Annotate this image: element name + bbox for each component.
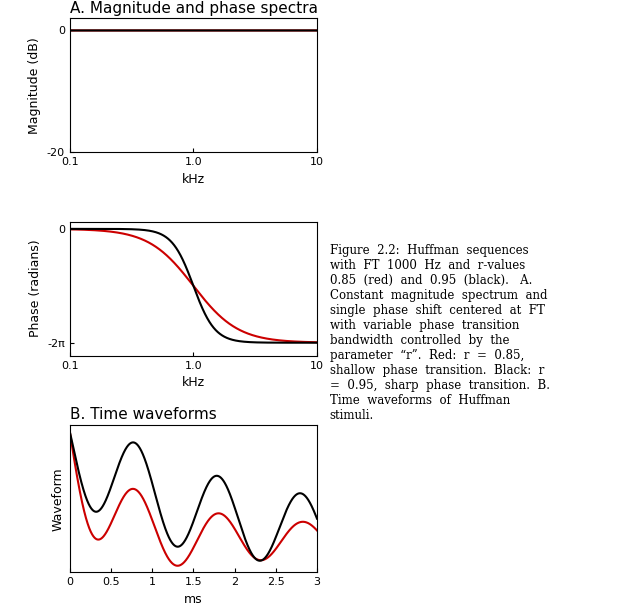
X-axis label: kHz: kHz [182, 173, 205, 186]
X-axis label: kHz: kHz [182, 376, 205, 389]
Text: Figure  2.2:  Huffman  sequences
with  FT  1000  Hz  and  r-values
0.85  (red)  : Figure 2.2: Huffman sequences with FT 10… [330, 244, 550, 421]
Text: A. Magnitude and phase spectra: A. Magnitude and phase spectra [70, 1, 318, 16]
Y-axis label: Phase (radians): Phase (radians) [29, 240, 42, 337]
X-axis label: ms: ms [184, 593, 203, 606]
Y-axis label: Waveform: Waveform [51, 467, 64, 530]
Y-axis label: Magnitude (dB): Magnitude (dB) [28, 37, 41, 134]
Text: B. Time waveforms: B. Time waveforms [70, 407, 216, 423]
